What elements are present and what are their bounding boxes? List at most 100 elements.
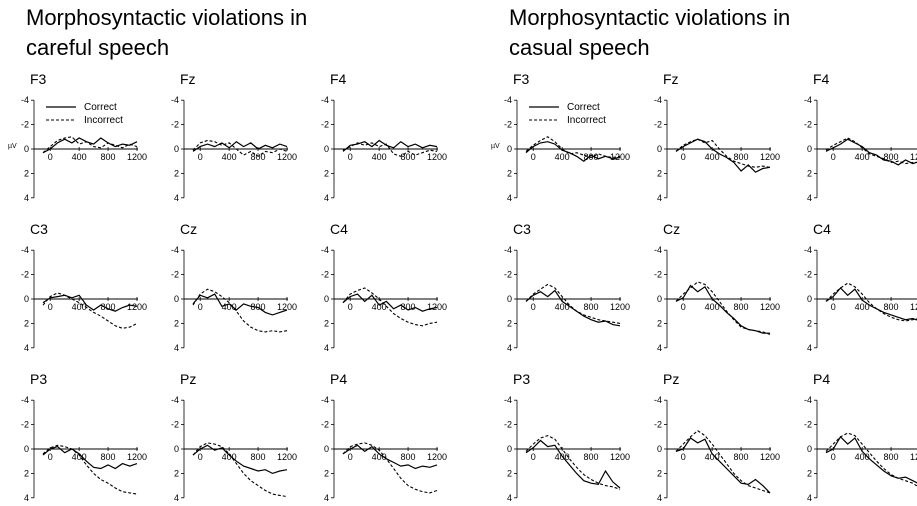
y-tick-label: -4: [504, 95, 512, 105]
correct-waveform: [825, 287, 917, 321]
y-tick-label: 4: [174, 193, 179, 203]
x-tick-label: 400: [72, 302, 87, 312]
y-tick-label: 0: [174, 144, 179, 154]
x-tick-label: 1200: [610, 302, 630, 312]
x-tick-label: 0: [348, 302, 353, 312]
x-tick-label: 1200: [610, 152, 630, 162]
correct-waveform: [825, 435, 917, 484]
electrode-label: C3: [513, 221, 531, 237]
y-tick-label: -4: [804, 395, 812, 405]
x-tick-label: 400: [72, 152, 87, 162]
electrode-label: C4: [330, 221, 348, 237]
correct-waveform: [192, 140, 288, 152]
x-tick-label: 400: [705, 452, 720, 462]
x-tick-label: 1200: [127, 302, 147, 312]
unit-label: µV: [491, 143, 500, 150]
x-tick-label: 800: [401, 152, 416, 162]
y-tick-label: 0: [657, 294, 662, 304]
subplot-p0-p4: P4-4 -2 0 2 4 0 400 800 1200: [321, 371, 447, 503]
y-tick-label: 0: [507, 444, 512, 454]
electrode-label: Fz: [180, 71, 196, 87]
incorrect-waveform: [675, 138, 771, 168]
correct-waveform: [42, 294, 138, 312]
y-tick-label: -2: [21, 120, 29, 130]
y-tick-label: 4: [324, 343, 329, 353]
x-tick-label: 1200: [127, 152, 147, 162]
y-tick-label: -4: [321, 245, 329, 255]
y-tick-label: -2: [804, 420, 812, 430]
incorrect-waveform: [42, 444, 138, 495]
legend-correct-label: Correct: [84, 102, 117, 113]
y-tick-label: -2: [504, 420, 512, 430]
x-tick-label: 400: [555, 152, 570, 162]
correct-waveform: [525, 141, 621, 162]
y-tick-label: 4: [174, 493, 179, 503]
y-tick-label: 0: [24, 144, 29, 154]
y-tick-label: 0: [324, 444, 329, 454]
x-tick-label: 400: [372, 302, 387, 312]
x-tick-label: 1200: [427, 152, 447, 162]
y-tick-label: -4: [504, 395, 512, 405]
unit-label: µV: [8, 143, 17, 150]
correct-waveform: [825, 138, 917, 166]
y-tick-label: 0: [507, 294, 512, 304]
x-tick-label: 0: [531, 452, 536, 462]
y-tick-label: 0: [174, 294, 179, 304]
y-tick-label: 2: [807, 468, 812, 478]
x-tick-label: 0: [681, 302, 686, 312]
legend-correct-label: Correct: [567, 102, 600, 113]
x-tick-label: 400: [705, 152, 720, 162]
electrode-label: F3: [30, 71, 47, 87]
y-tick-label: 4: [807, 193, 812, 203]
x-tick-label: 1200: [910, 152, 917, 162]
x-tick-label: 400: [372, 452, 387, 462]
x-tick-label: 800: [251, 152, 266, 162]
y-tick-label: -4: [804, 245, 812, 255]
y-tick-label: 4: [24, 343, 29, 353]
y-tick-label: 0: [24, 444, 29, 454]
x-tick-label: 0: [48, 452, 53, 462]
x-tick-label: 1200: [760, 452, 780, 462]
panel-title-casual-line1: Morphosyntactic violations in: [509, 5, 790, 30]
y-tick-label: -4: [321, 95, 329, 105]
x-tick-label: 800: [884, 152, 899, 162]
electrode-label: C3: [30, 221, 48, 237]
y-tick-label: 4: [507, 193, 512, 203]
electrode-label: Cz: [180, 221, 197, 237]
x-tick-label: 0: [531, 302, 536, 312]
y-tick-label: 4: [807, 343, 812, 353]
y-tick-label: -2: [21, 270, 29, 280]
x-tick-label: 1200: [127, 452, 147, 462]
correct-waveform: [192, 444, 288, 475]
y-tick-label: -2: [504, 270, 512, 280]
x-tick-label: 800: [584, 302, 599, 312]
subplot-p0-f3: F3-4 -2 0 2 4 0 400 800 1200 µV Correct Incorrect: [8, 71, 147, 203]
y-tick-label: -2: [504, 120, 512, 130]
electrode-label: F3: [513, 71, 530, 87]
y-tick-label: 4: [24, 193, 29, 203]
y-tick-label: 0: [324, 144, 329, 154]
y-tick-label: 0: [807, 444, 812, 454]
y-tick-label: -2: [171, 270, 179, 280]
y-tick-label: -4: [654, 395, 662, 405]
subplot-p0-p3: P3-4 -2 0 2 4 0 400 800 1200: [21, 371, 147, 503]
electrode-label: P4: [813, 371, 830, 387]
x-tick-label: 0: [681, 452, 686, 462]
y-tick-label: -4: [21, 245, 29, 255]
x-tick-label: 1200: [427, 452, 447, 462]
incorrect-waveform: [342, 142, 438, 157]
panel-title-casual: Morphosyntactic violations in casual spe…: [509, 5, 790, 60]
y-tick-label: -2: [321, 270, 329, 280]
y-tick-label: 0: [174, 444, 179, 454]
correct-waveform: [342, 293, 438, 312]
x-tick-label: 1200: [277, 452, 297, 462]
x-tick-label: 0: [831, 452, 836, 462]
x-tick-label: 0: [198, 302, 203, 312]
y-tick-label: 4: [807, 493, 812, 503]
y-tick-label: -2: [804, 270, 812, 280]
incorrect-waveform: [525, 136, 621, 159]
